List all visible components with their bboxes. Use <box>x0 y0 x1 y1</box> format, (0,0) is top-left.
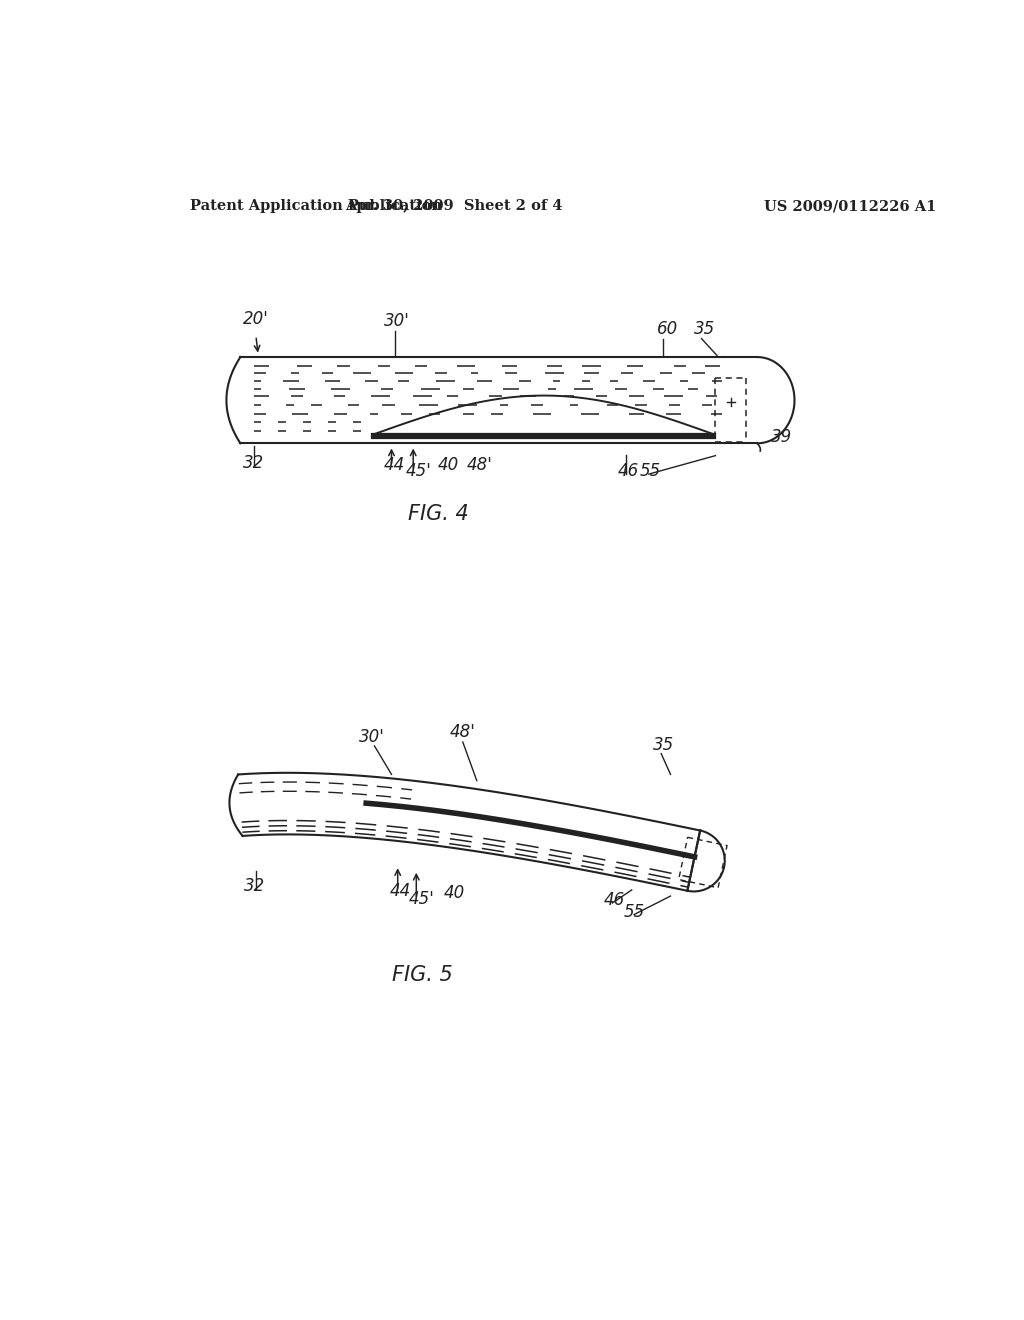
Text: 45': 45' <box>409 890 434 908</box>
Text: 46: 46 <box>604 891 625 909</box>
Text: FIG. 5: FIG. 5 <box>392 965 453 985</box>
Text: Patent Application Publication: Patent Application Publication <box>190 199 442 213</box>
Text: 35: 35 <box>693 319 715 338</box>
Text: Apr. 30, 2009  Sheet 2 of 4: Apr. 30, 2009 Sheet 2 of 4 <box>345 199 562 213</box>
Text: 55: 55 <box>624 903 645 921</box>
Text: 32: 32 <box>245 878 265 895</box>
Text: 20': 20' <box>243 310 268 327</box>
Text: FIG. 4: FIG. 4 <box>408 504 468 524</box>
Text: US 2009/0112226 A1: US 2009/0112226 A1 <box>764 199 936 213</box>
Text: 35: 35 <box>653 735 675 754</box>
Text: 30': 30' <box>359 729 385 746</box>
Text: 45': 45' <box>406 462 431 480</box>
Text: 60: 60 <box>657 319 679 338</box>
Text: 44: 44 <box>390 882 412 900</box>
Text: 55: 55 <box>640 462 660 480</box>
Text: 30': 30' <box>384 313 410 330</box>
Text: 39: 39 <box>771 428 793 446</box>
Text: 48': 48' <box>467 457 493 474</box>
Text: 44: 44 <box>384 457 406 474</box>
Text: 48': 48' <box>450 723 475 742</box>
Text: 32: 32 <box>243 454 264 473</box>
Text: 40: 40 <box>444 883 466 902</box>
Text: 46: 46 <box>617 462 639 480</box>
Text: 40: 40 <box>438 457 459 474</box>
